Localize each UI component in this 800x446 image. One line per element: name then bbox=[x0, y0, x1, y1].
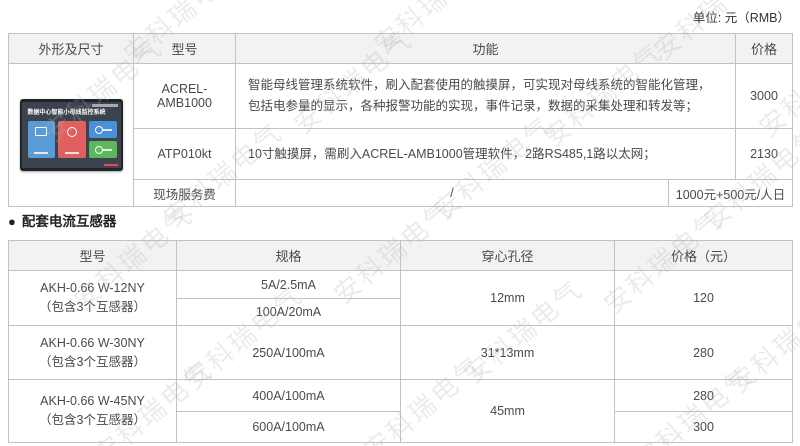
price-cell: 280 bbox=[614, 379, 793, 412]
spec-cell: 100A/20mA bbox=[176, 298, 401, 326]
model-name: AKH-0.66 W-45NY bbox=[40, 394, 145, 408]
product-price-table: 外形及尺寸 型号 功能 价格 数据中心智能小母线监控系统 bbox=[8, 33, 794, 207]
section-title: ● 配套电流互感器 bbox=[8, 210, 116, 230]
aperture-cell: 45mm bbox=[400, 379, 615, 443]
table-row: 现场服务费 / 1000元+500元/人日 bbox=[9, 179, 794, 207]
col-header-price: 价格 bbox=[735, 33, 794, 64]
spec-cell: 5A/2.5mA bbox=[176, 270, 401, 299]
device-tile-column bbox=[88, 121, 117, 158]
tile-label-bar bbox=[34, 152, 49, 154]
device-footnote-mark bbox=[103, 164, 118, 166]
aperture-cell: 12mm bbox=[400, 270, 615, 326]
model-note: （包含3个互感器） bbox=[39, 300, 146, 314]
search-icon bbox=[67, 127, 77, 137]
col-header-model: 型号 bbox=[8, 240, 177, 271]
spec-cell: 600A/100mA bbox=[176, 411, 401, 443]
model-cell: AKH-0.66 W-45NY （包含3个互感器） bbox=[8, 379, 177, 443]
device-tiles bbox=[27, 121, 117, 158]
col-header-shape: 外形及尺寸 bbox=[8, 33, 134, 64]
service-fee-label-cell: 现场服务费 bbox=[133, 179, 236, 207]
spec-cell: 250A/100mA bbox=[176, 325, 401, 380]
unit-label: 单位: 元（RMB） bbox=[692, 11, 790, 25]
bullet-icon: ● bbox=[8, 214, 16, 229]
function-cell: 智能母线管理系统软件，刷入配套使用的触摸屏，可实现对母线系统的智能化管理， 包括… bbox=[234, 63, 737, 129]
col-header-aperture: 穿心孔径 bbox=[400, 240, 615, 271]
table-row: 600A/100mA 300 bbox=[9, 411, 793, 443]
product-photo: 数据中心智能小母线监控系统 bbox=[19, 99, 123, 171]
model-cell: ATP010kt bbox=[133, 128, 236, 180]
device-screen: 数据中心智能小母线监控系统 bbox=[21, 102, 121, 168]
function-cell: 10寸触摸屏，需刷入ACREL-AMB1000管理软件，2路RS485,1路以太… bbox=[234, 128, 737, 180]
device-screen-title: 数据中心智能小母线监控系统 bbox=[27, 110, 106, 116]
device-tile-small-green bbox=[88, 141, 117, 158]
model-note: （包含3个互感器） bbox=[39, 354, 146, 369]
model-note: （包含3个互感器） bbox=[39, 413, 146, 427]
device-tile-small-blue bbox=[88, 121, 117, 138]
device-tile-monitor bbox=[27, 121, 56, 158]
table-row: 数据中心智能小母线监控系统 bbox=[8, 63, 794, 207]
price-cell: 2130 bbox=[735, 128, 794, 180]
model-name: AKH-0.66 W-30NY bbox=[40, 335, 145, 350]
table-row: 100A/20mA bbox=[9, 298, 793, 326]
price-cell: 120 bbox=[614, 270, 793, 326]
table-row: AKH-0.66 W-30NY （包含3个互感器） 250A/100mA 31*… bbox=[8, 325, 793, 380]
price-cell: 3000 bbox=[735, 63, 794, 129]
col-header-spec: 规格 bbox=[176, 240, 401, 271]
col-header-model: 型号 bbox=[133, 33, 236, 64]
price-cell: 1000元+500元/人日 bbox=[667, 179, 794, 207]
device-statusbar bbox=[91, 104, 118, 107]
transformer-price-table: 型号 规格 穿心孔径 价格（元） AKH-0.66 W-12NY （包含3个互感… bbox=[8, 240, 793, 443]
table-row: AKH-0.66 W-12NY （包含3个互感器） 5A/2.5mA 12mm … bbox=[8, 270, 793, 326]
table-row: AKH-0.66 W-45NY （包含3个互感器） 400A/100mA 45m… bbox=[8, 379, 793, 443]
spec-cell: 400A/100mA bbox=[176, 379, 401, 412]
section-title-text: 配套电流互感器 bbox=[21, 214, 117, 229]
price-cell: 300 bbox=[614, 411, 793, 443]
table-header-row: 外形及尺寸 型号 功能 价格 bbox=[8, 33, 794, 64]
col-header-function: 功能 bbox=[234, 33, 737, 64]
table-header-row: 型号 规格 穿心孔径 价格（元） bbox=[8, 240, 793, 271]
device-tile-search bbox=[58, 121, 86, 158]
tile-label-bar bbox=[101, 148, 112, 151]
model-name: AKH-0.66 W-12NY bbox=[40, 281, 145, 295]
tile-label-bar bbox=[65, 152, 79, 154]
monitor-icon bbox=[35, 127, 48, 136]
model-cell: AKH-0.66 W-12NY （包含3个互感器） bbox=[8, 270, 177, 326]
table-row: ATP010kt 10寸触摸屏，需刷入ACREL-AMB1000管理软件，2路R… bbox=[9, 128, 794, 180]
price-cell: 280 bbox=[614, 325, 793, 380]
aperture-cell: 31*13mm bbox=[400, 325, 615, 380]
model-cell: AKH-0.66 W-30NY （包含3个互感器） bbox=[8, 325, 177, 380]
model-cell: ACREL-AMB1000 bbox=[133, 63, 236, 129]
col-header-price: 价格（元） bbox=[614, 240, 793, 271]
product-photo-cell: 数据中心智能小母线监控系统 bbox=[8, 63, 134, 207]
tile-label-bar bbox=[101, 128, 112, 131]
function-cell: / bbox=[235, 179, 669, 207]
